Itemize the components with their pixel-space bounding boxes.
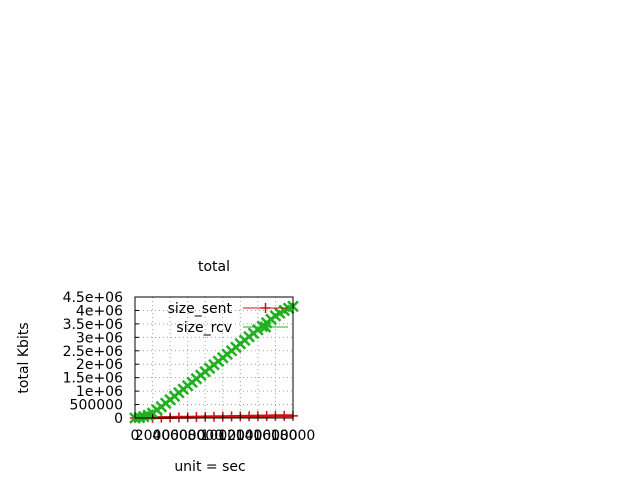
plot-frame [134, 296, 294, 419]
legend-label: size_sent [168, 301, 233, 317]
x-tick-label: 12000 [218, 428, 263, 444]
data-point [191, 412, 202, 423]
x-tick-label: 8000 [187, 428, 223, 444]
y-tick-label: 1e+06 [76, 384, 123, 400]
y-tick-label: 3e+06 [76, 330, 123, 346]
x-tick-label: 0 [131, 428, 140, 444]
x-tick-label: 16000 [253, 428, 298, 444]
legend: size_sent size_rcv [168, 301, 288, 336]
data-point [244, 411, 255, 422]
y-tick-label: 0 [114, 411, 123, 427]
y-tick-label: 3.5e+06 [63, 317, 124, 333]
y-tick-label: 2.5e+06 [63, 344, 124, 360]
data-point [173, 412, 184, 423]
data-point [279, 410, 290, 421]
y-tick-label: 4.5e+06 [63, 290, 124, 306]
x-tick-label: 2000 [135, 428, 171, 444]
series-size_rcv [129, 300, 299, 424]
x-tick-label: 14000 [236, 428, 281, 444]
y-tick-label: 2e+06 [76, 357, 123, 373]
x-tick-label: 18000 [271, 428, 316, 444]
data-point [261, 410, 272, 421]
x-tick-label: 10000 [201, 428, 246, 444]
x-axis-label: unit = sec [174, 459, 245, 475]
chart-title: total [198, 259, 230, 275]
data-point [260, 303, 271, 313]
y-tick-label: 4e+06 [76, 303, 123, 319]
data-point [226, 411, 237, 422]
y-tick-label: 500000 [70, 398, 123, 414]
x-tick-label: 4000 [152, 428, 188, 444]
data-point [209, 411, 219, 422]
legend-label: size_rcv [176, 320, 232, 336]
tick-layer: 0200040006000800010000120001400016000180… [63, 290, 316, 444]
y-axis-label: total Kbits [16, 322, 32, 393]
data-point [259, 321, 272, 333]
y-tick-label: 1.5e+06 [63, 371, 124, 387]
x-tick-label: 6000 [170, 428, 206, 444]
